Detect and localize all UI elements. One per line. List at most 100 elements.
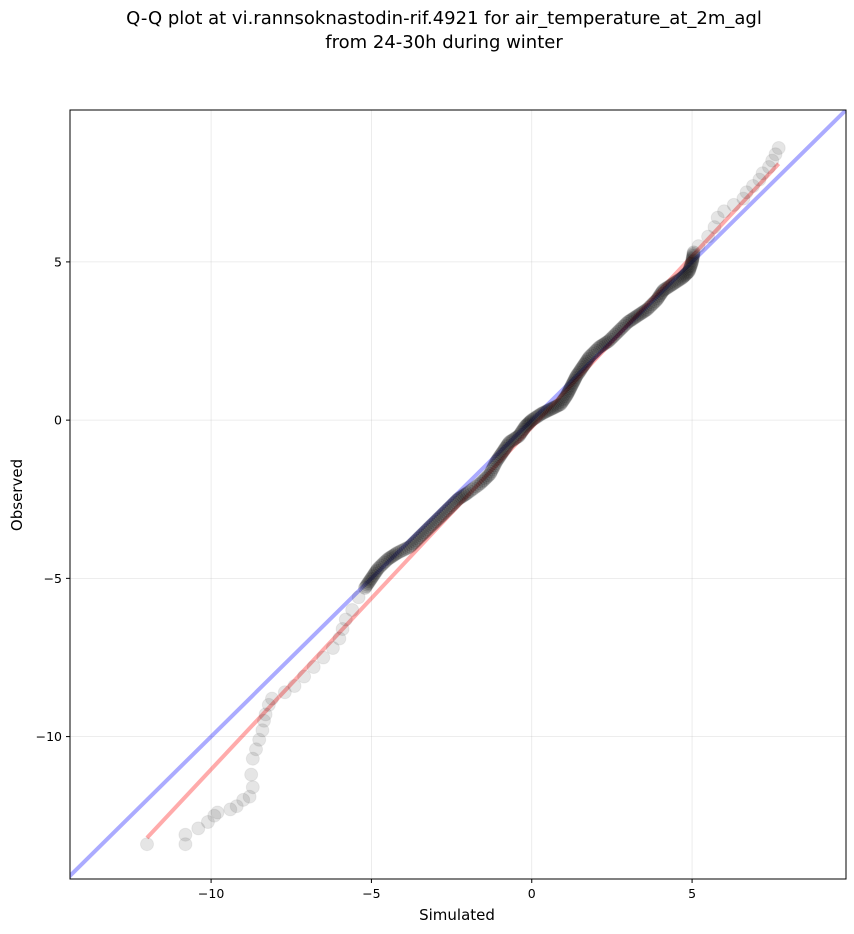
data-point bbox=[467, 481, 481, 496]
data-point bbox=[641, 300, 656, 315]
data-point bbox=[522, 415, 537, 430]
data-point bbox=[360, 577, 375, 592]
data-point bbox=[654, 286, 669, 301]
data-point bbox=[562, 383, 577, 398]
x-tick-label: −5 bbox=[362, 886, 380, 901]
data-point bbox=[483, 466, 498, 481]
fit-line bbox=[145, 162, 781, 840]
reference-line-y-equals-x bbox=[70, 110, 846, 879]
data-point bbox=[462, 484, 477, 499]
data-point bbox=[505, 433, 520, 448]
data-point bbox=[532, 407, 547, 422]
data-point bbox=[178, 837, 193, 852]
data-point bbox=[581, 351, 596, 366]
data-point bbox=[588, 343, 603, 358]
data-point bbox=[479, 470, 494, 485]
data-point bbox=[514, 425, 529, 440]
data-point bbox=[542, 402, 557, 417]
data-point bbox=[420, 522, 435, 537]
data-point bbox=[481, 468, 496, 483]
data-point bbox=[568, 372, 582, 386]
data-point bbox=[710, 210, 725, 225]
data-point bbox=[488, 456, 503, 471]
data-point bbox=[407, 535, 422, 549]
data-point bbox=[585, 346, 600, 361]
data-point bbox=[392, 545, 407, 559]
data-point bbox=[508, 431, 523, 446]
data-point bbox=[513, 427, 527, 442]
data-point bbox=[345, 603, 360, 617]
grid bbox=[70, 110, 846, 879]
data-point bbox=[590, 341, 605, 356]
data-point bbox=[672, 272, 687, 287]
data-point bbox=[400, 540, 415, 555]
data-point bbox=[385, 549, 400, 564]
data-point bbox=[580, 353, 595, 367]
data-point bbox=[582, 349, 597, 364]
data-point bbox=[502, 435, 517, 450]
data-point bbox=[444, 498, 459, 513]
data-point bbox=[245, 751, 260, 766]
data-point bbox=[552, 398, 566, 413]
data-point bbox=[575, 360, 589, 375]
data-point bbox=[378, 554, 393, 568]
data-point bbox=[676, 269, 691, 284]
data-point bbox=[200, 815, 215, 829]
data-point bbox=[287, 679, 302, 693]
data-point bbox=[675, 270, 690, 285]
data-point bbox=[755, 166, 770, 181]
data-point bbox=[383, 550, 398, 565]
data-point bbox=[684, 256, 699, 271]
data-point bbox=[449, 493, 464, 508]
data-point bbox=[425, 517, 440, 532]
data-point bbox=[390, 546, 405, 560]
data-point bbox=[454, 490, 469, 505]
data-point bbox=[635, 305, 650, 320]
data-point bbox=[685, 254, 700, 269]
data-point bbox=[375, 557, 390, 572]
data-point bbox=[682, 262, 697, 277]
x-axis-ticks: −10 −5 0 5 bbox=[198, 879, 696, 901]
data-point bbox=[511, 429, 526, 443]
data-point bbox=[627, 310, 642, 325]
data-point bbox=[537, 405, 552, 420]
data-point bbox=[402, 539, 417, 554]
data-point bbox=[762, 160, 776, 174]
data-point bbox=[178, 827, 193, 842]
data-point bbox=[255, 723, 270, 738]
data-point bbox=[433, 509, 448, 524]
data-point bbox=[684, 258, 698, 273]
data-point bbox=[491, 451, 506, 466]
data-point bbox=[592, 340, 607, 355]
data-point bbox=[707, 220, 722, 235]
data-point bbox=[366, 568, 381, 583]
data-point bbox=[593, 339, 608, 354]
data-point bbox=[252, 732, 267, 747]
data-point bbox=[556, 392, 571, 407]
data-point bbox=[662, 279, 677, 294]
data-point bbox=[517, 421, 532, 435]
y-tick-label: −5 bbox=[44, 571, 62, 586]
data-point bbox=[682, 261, 697, 276]
data-point bbox=[503, 434, 518, 449]
data-point bbox=[418, 523, 433, 538]
data-point bbox=[656, 283, 671, 298]
data-point bbox=[372, 560, 387, 575]
data-point bbox=[523, 414, 538, 429]
data-point bbox=[492, 449, 507, 464]
data-point bbox=[362, 574, 377, 589]
data-point bbox=[557, 391, 572, 405]
data-point bbox=[531, 408, 546, 423]
data-point bbox=[475, 474, 489, 489]
data-point bbox=[568, 370, 583, 385]
data-point bbox=[501, 436, 516, 451]
data-point bbox=[412, 530, 427, 545]
data-point bbox=[570, 367, 585, 382]
x-tick-label: −10 bbox=[198, 886, 224, 901]
data-point bbox=[521, 416, 536, 431]
data-point bbox=[242, 789, 257, 804]
data-point bbox=[657, 282, 672, 297]
data-point bbox=[519, 418, 534, 433]
data-point bbox=[427, 516, 441, 530]
data-point bbox=[661, 280, 675, 295]
